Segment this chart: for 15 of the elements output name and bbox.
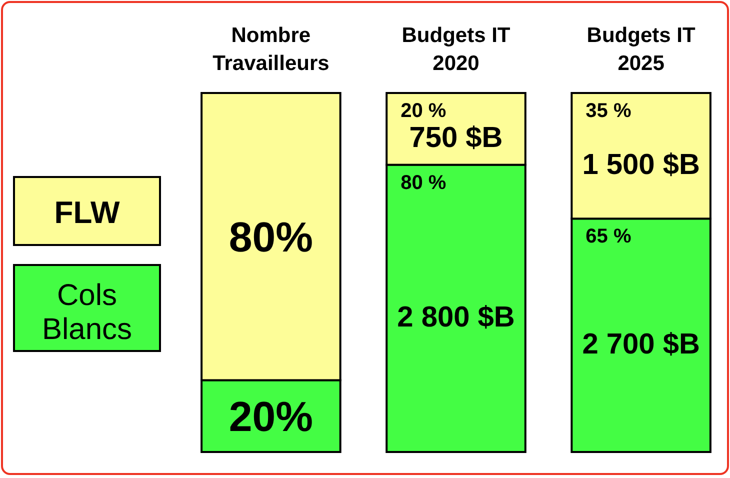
x-tick-label: Budgets IT 2025 [586,24,696,75]
data-label: 20% [228,393,313,440]
x-tick-label: Budgets IT 2020 [402,24,510,75]
annotation: 2 800 $B [397,301,515,334]
annotation: 1 500 $B [582,148,700,181]
data-label: 80 % [400,172,446,194]
annotation: 2 700 $B [582,328,700,360]
text: FLW [54,195,120,230]
annotation: 750 $B [409,122,503,154]
data-label: 20 % [400,100,446,122]
data-label: 65 % [586,226,632,248]
legend-label: Cols Blancs [42,279,132,346]
x-tick-label: Nombre Travailleurs [212,24,330,75]
data-label: 80% [228,214,313,261]
data-label: 35 % [586,100,632,122]
